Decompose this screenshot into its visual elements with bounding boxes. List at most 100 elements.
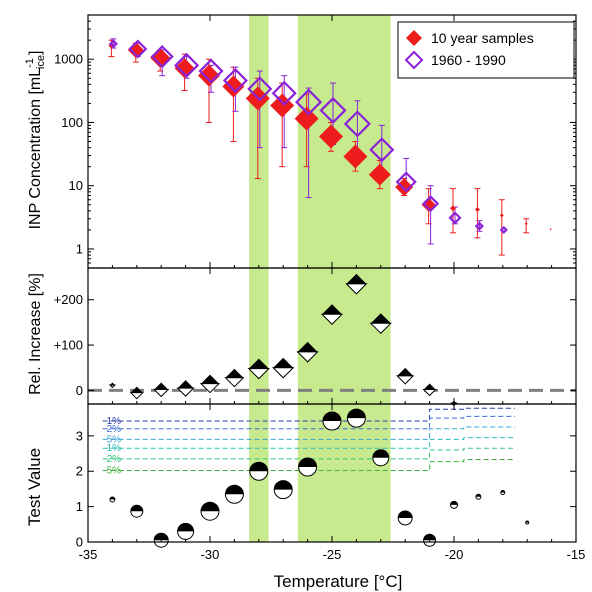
test-value-marker-top-16 [500,490,505,493]
rel-increase-marker-top-13 [423,383,436,390]
test-value-marker-top-13 [423,534,436,541]
rel-increase-marker-top-4 [201,374,219,384]
significance-label-2: 5% [107,434,122,445]
legend-marker-1 [404,50,424,70]
rel-increase-marker-top-10 [346,273,367,284]
inp-1960-marker-5 [222,67,248,94]
rel-increase-marker-12 [395,375,415,385]
significance-label-1: 2% [107,424,122,435]
inp-1960-marker-16 [499,225,508,234]
y-axis-label-inp-subscript: ice [35,55,47,69]
y-axis-label-relative-increase: Rel. Increase [%] [27,273,44,395]
rel-increase-marker-top-8 [297,341,318,352]
inp-10yr-marker-10 [343,144,368,169]
significance-label-5: 5% [107,466,122,477]
highlight-bands [249,15,391,542]
rel-increase-marker-2 [152,388,170,398]
rel-increase-marker-top-11 [370,313,391,324]
y-tick-label-0-3: 1000 [54,52,83,67]
inp-10yr-marker-11 [368,163,391,186]
test-value-marker-top-6 [249,462,268,472]
significance-label-3: 1% [107,443,122,454]
significance-label-4: 2% [107,454,122,465]
inp-1960-marker-2 [150,45,174,69]
rel-increase-marker-top-12 [397,367,414,376]
rel-increase-marker-7 [271,367,295,379]
x-tick-label-4: -15 [567,547,586,562]
significance-line-1 [102,415,515,430]
inp-10yr-marker-14 [450,205,456,212]
rel-increase-marker-top-6 [248,358,269,369]
legend-label-0: 10 year samples [431,30,534,46]
significance-line-0 [102,407,515,422]
test-value-marker-top-0 [109,497,115,500]
axis-labels: -35 -30 -25 -20 -15 1 10 100 1000 0 +100 +200 0 1 2 3 [54,52,586,562]
x-tick-label-2: -25 [323,547,342,562]
rel-increase-marker-10 [345,283,368,295]
y-axis-label-inp-concentration: INP Concentration [mL-1ice] [24,51,47,230]
highlight-band-0 [249,15,269,542]
rel-increase-marker-top-3 [177,380,194,389]
rel-increase-marker-top-9 [322,304,342,315]
test-value-marker-top-5 [225,485,244,495]
inp-10yr-marker-12 [395,178,414,197]
inp-10yr-marker-15 [474,207,480,213]
significance-line-2 [102,426,515,440]
test-value-marker-top-3 [177,523,194,532]
inp-10yr-marker-17 [524,222,528,226]
rel-increase-marker-top-5 [225,368,244,378]
inp-1960-marker-6 [247,76,273,102]
test-value-marker-top-4 [201,502,219,512]
x-tick-label-3: -20 [445,547,464,562]
rel-increase-marker-4 [199,383,221,394]
inp-1960-marker-7 [271,80,297,106]
x-tick-label-0: -35 [79,547,98,562]
rel-increase-marker-3 [176,387,195,397]
y-tick-label-2-2: 2 [76,464,83,479]
inp-1960-marker-11 [369,137,395,163]
rel-increase-marker-top-7 [273,357,294,368]
test-value-marker-top-9 [323,411,341,421]
x-axis-label: Temperature [°C] [274,572,403,591]
x-tick-label-1: -30 [201,547,220,562]
inp-10yr-marker-8 [294,106,319,131]
y-tick-label-0-2: 100 [61,115,83,130]
inp-1960-marker-0 [108,39,118,49]
inp-10yr-marker-9 [319,124,343,149]
test-value-marker-top-7 [274,480,293,490]
rel-increase-marker-11 [369,322,393,335]
test-value-marker-top-11 [372,449,389,458]
inp-1960-marker-9 [319,96,347,124]
y-axis-label-inp-exponent: -1 [24,58,36,68]
inp-1960-marker-4 [198,58,224,84]
data-markers [108,39,552,548]
rel-increase-marker-1 [129,392,145,400]
y-tick-label-0-1: 10 [69,178,83,193]
y-tick-label-0-0: 1 [76,241,83,256]
y-tick-label-2-1: 1 [76,499,83,514]
significance-line-3 [102,437,515,449]
test-value-marker-top-14 [450,501,458,505]
inp-10yr-marker-5 [222,75,245,98]
test-value-marker-top-2 [154,533,169,541]
y-tick-label-1-0: 0 [76,383,83,398]
test-value-marker-top-15 [475,494,481,497]
test-value-marker-top-17 [525,521,529,523]
significance-line-5 [102,459,515,472]
legend: 10 year samples 1960 - 1990 [397,21,575,79]
rel-increase-marker-top-1 [130,386,143,393]
inp-1960-marker-8 [295,88,323,116]
inp-1960-marker-12 [395,171,417,193]
inp-1960-marker-1 [128,39,148,59]
inp-1960-marker-14 [448,211,462,225]
rel-increase-marker-9 [320,313,344,325]
y-axis-label-test-value: Test Value [25,448,44,526]
rel-increase-marker-0 [108,384,117,389]
inp-1960-marker-13 [422,195,440,213]
inp-1960-marker-10 [343,110,371,138]
rel-increase-marker-8 [296,351,319,363]
test-value-marker-top-10 [347,409,366,419]
rel-increase-marker-top-2 [154,382,169,390]
rel-increase-marker-5 [224,377,245,388]
